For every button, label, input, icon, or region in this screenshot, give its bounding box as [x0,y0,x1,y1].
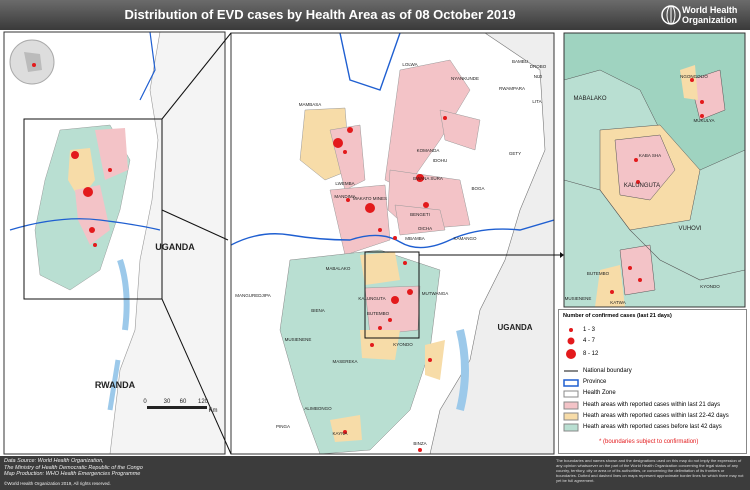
scale-bar [147,406,207,409]
place-label: BENGETI [410,212,430,217]
place-label: PINGA [276,424,290,429]
overview-map [4,32,225,454]
connector [161,298,232,455]
place-label: LITA [532,99,541,104]
place-label: KOMANDA [417,148,440,153]
place-label: KYONDO [393,342,413,347]
place-label: IDOHU [433,158,448,163]
place-label: LOLWA [402,62,417,67]
place-label: KAMANGO [453,236,477,241]
footer-line: Data Source: World Health Organization, [4,458,104,464]
panel-frame [230,32,555,455]
place-label: BWANA SURA [413,176,443,181]
footer-line: The Ministry of Health Democratic Republ… [4,464,143,471]
place-label: BAMBU [512,59,528,64]
panel-frame [563,32,746,308]
legend-label: 1 - 3 [583,327,596,333]
place-label: RWANDA [95,380,136,390]
disclaimer: The boundaries and names shown and the d… [556,458,744,483]
legend-label: Health Zone [583,390,616,396]
place-label: MUTWANGA [422,291,449,296]
legend: Number of confirmed cases (last 21 days)… [558,309,747,454]
place-label: DROBO [530,64,547,69]
place-label: MAKATO MINES [353,196,387,201]
place-label: KALUNGUTA [358,296,385,301]
scale-label: 120 [198,399,209,405]
legend-label: Province [583,379,607,385]
place-label: MUSIENENE [565,296,592,301]
place-label: BUTEMBO [587,271,610,276]
title: Distribution of EVD cases by Health Area… [124,7,516,22]
legend-label: 4 - 7 [583,338,596,344]
place-label: GETY [509,151,521,156]
copyright: ©World Health Organization 2019, All rig… [4,481,111,486]
place-label: NGONGOLIO [680,74,708,79]
place-label: BUTEMBO [367,311,390,316]
who-logo [661,5,681,25]
header-bar [0,0,750,30]
place-label: MANGUREDJIPA [235,293,270,298]
place-label: MABALAKO [326,266,351,271]
legend-note: * (boundaries subject to confirmation) [599,439,699,445]
panel-frame [3,31,226,455]
legend-label: Heath areas with reported cases within l… [583,402,721,408]
legend-label: National boundary [583,368,632,374]
place-label: MANDIMA [334,194,355,199]
legend-label: 8 - 12 [583,351,599,357]
place-label: UGANDA [155,242,195,252]
scale-label: 60 [180,399,187,405]
place-label: BINZA [413,441,426,446]
place-label: MABALAKO [573,96,606,102]
connector [161,32,232,120]
connector [161,209,229,241]
org-name: World Health Organization [682,5,738,25]
place-label: ALIMBONGO [304,406,332,411]
legend-title: Number of confirmed cases (last 21 days) [563,313,672,319]
zoom-map [564,33,745,307]
place-label: RWAMPARA [499,86,525,91]
place-label: MAMBASA [299,102,322,107]
place-label: BOGA [471,186,484,191]
detail-map [231,33,554,454]
place-label: LWEMBA [335,181,354,186]
place-label: NIZI [534,74,543,79]
scale-label: 30 [164,399,171,405]
place-label: NYANKUNDE [451,76,479,81]
place-label: MUSIENENE [285,337,312,342]
place-label: OICHA [418,226,432,231]
footer-line: Map Production: WHO Health Emergencies P… [4,471,141,477]
place-label: VUHOVI [678,226,701,232]
place-label: MBAMBA [405,236,425,241]
place-label: UGANDA [497,323,532,332]
scale-label: 0 [143,399,147,405]
place-label: KABA SHA [639,153,661,158]
place-label: KAYNA [333,431,348,436]
footer: The boundaries and names shown and the d… [0,456,750,490]
place-label: KALUNGUTA [624,183,660,189]
legend-label: Heath areas with reported cases within l… [583,413,729,419]
legend-symbols [563,328,579,432]
arrow-head [560,252,564,258]
place-label: KATWA [610,300,626,305]
place-label: MUKULYA [693,118,714,123]
place-label: BIENA [311,308,325,313]
scale-label: Km [209,408,218,414]
legend-label: Heath areas with reported cases before l… [583,424,722,430]
place-label: MASEREKA [332,359,357,364]
place-label: KYONDO [700,284,720,289]
